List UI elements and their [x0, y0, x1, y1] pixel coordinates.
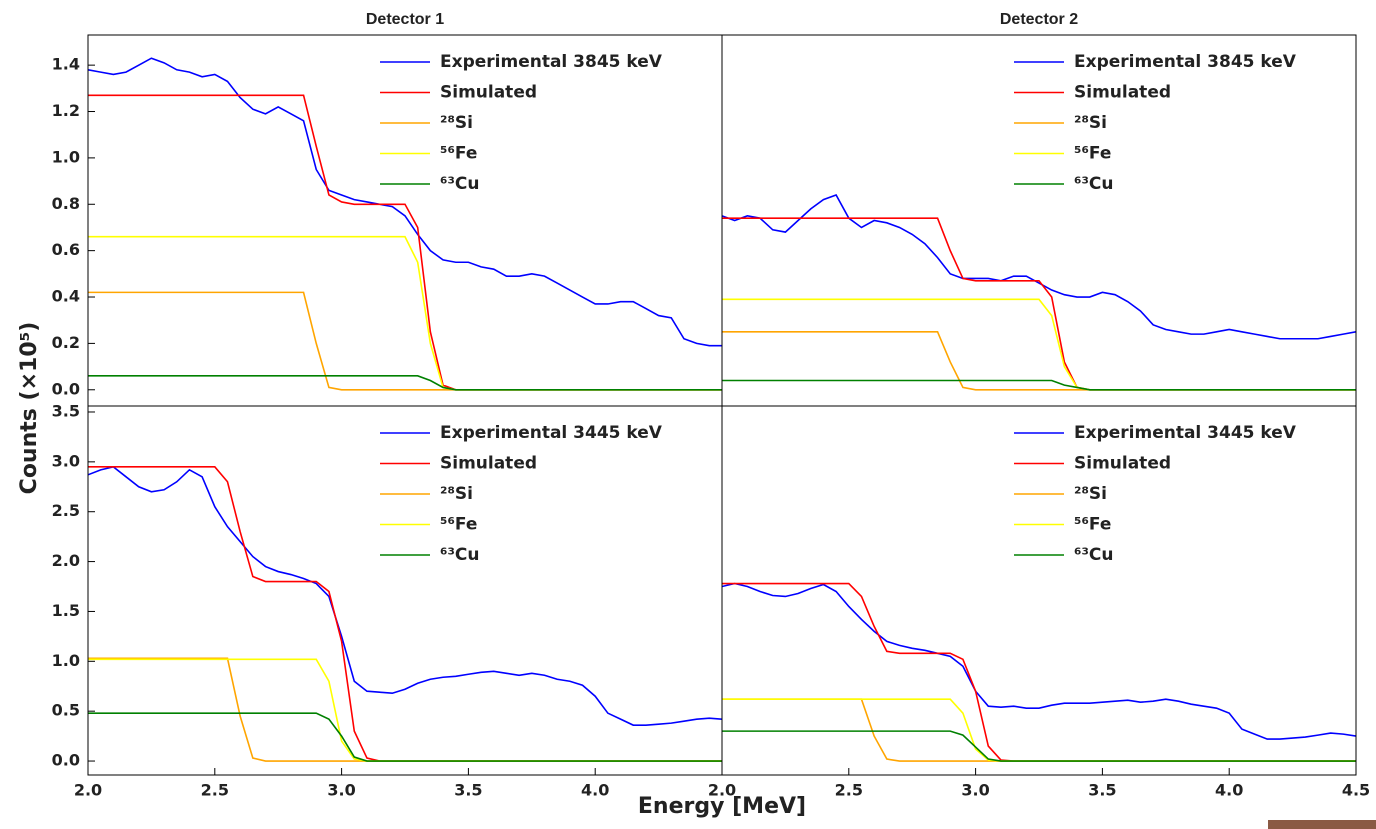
series-line [88, 712, 722, 762]
x-axis-label: Energy [MeV] [638, 794, 806, 819]
series-line [88, 57, 722, 347]
legend-label: ²⁸Si [1074, 484, 1107, 504]
panel-title: Detector 2 [1000, 11, 1078, 28]
x-tick-label: 3.5 [1088, 781, 1116, 800]
legend-label: ⁶³Cu [440, 174, 479, 194]
corner-thumbnail [1268, 820, 1376, 829]
series-line [722, 730, 1356, 762]
legend-label: ⁵⁶Fe [1074, 515, 1111, 535]
y-axis-label: Counts (×10⁵) [17, 322, 42, 495]
legend-label: ⁵⁶Fe [440, 515, 477, 535]
y-tick-label: 3.5 [52, 401, 80, 420]
legend-label: ⁵⁶Fe [440, 144, 477, 164]
x-tick-label: 3.0 [961, 781, 989, 800]
y-tick-label: 0.0 [52, 379, 80, 398]
legend-label: ²⁸Si [440, 484, 473, 504]
y-tick-label: 1.5 [52, 601, 80, 620]
y-tick-label: 1.2 [52, 101, 80, 120]
y-tick-label: 0.0 [52, 751, 80, 770]
y-tick-label: 0.2 [52, 333, 80, 352]
series-line [722, 379, 1356, 391]
legend-label: ⁶³Cu [1074, 174, 1113, 194]
y-tick-label: 1.4 [52, 55, 80, 74]
y-tick-label: 2.0 [52, 551, 80, 570]
y-tick-label: 1.0 [52, 651, 80, 670]
x-tick-label: 4.0 [1215, 781, 1243, 800]
legend-label: ⁶³Cu [440, 545, 479, 565]
legend-label: ⁵⁶Fe [1074, 144, 1111, 164]
x-tick-label: 2.5 [201, 781, 229, 800]
legend-label: Simulated [1074, 83, 1171, 103]
series-line [722, 582, 1356, 740]
legend-label: Experimental 3845 keV [440, 52, 663, 72]
x-tick-label: 3.5 [454, 781, 482, 800]
legend-label: Experimental 3445 keV [440, 423, 663, 443]
x-tick-label: 4.5 [1342, 781, 1370, 800]
legend-label: Experimental 3445 keV [1074, 423, 1297, 443]
y-tick-label: 3.0 [52, 451, 80, 470]
panel-frame [721, 405, 1357, 776]
legend-label: Simulated [440, 83, 537, 103]
legend-label: ²⁸Si [440, 113, 473, 133]
y-tick-label: 0.8 [52, 194, 80, 213]
y-tick-label: 0.5 [52, 701, 80, 720]
legend-label: Simulated [1074, 454, 1171, 474]
series-line [722, 194, 1356, 340]
x-tick-label: 2.0 [708, 781, 736, 800]
series-line [88, 465, 722, 726]
legend-label: ²⁸Si [1074, 113, 1107, 133]
legend-label: Simulated [440, 454, 537, 474]
legend-label: ⁶³Cu [1074, 545, 1113, 565]
y-tick-label: 1.0 [52, 147, 80, 166]
y-tick-label: 0.4 [52, 287, 80, 306]
panel-title: Detector 1 [366, 11, 444, 28]
x-tick-label: 2.0 [74, 781, 102, 800]
x-tick-label: 3.0 [327, 781, 355, 800]
x-tick-label: 4.0 [581, 781, 609, 800]
legend-label: Experimental 3845 keV [1074, 52, 1297, 72]
x-tick-label: 2.5 [835, 781, 863, 800]
series-line [88, 375, 722, 391]
y-tick-label: 0.6 [52, 240, 80, 259]
y-tick-label: 2.5 [52, 501, 80, 520]
